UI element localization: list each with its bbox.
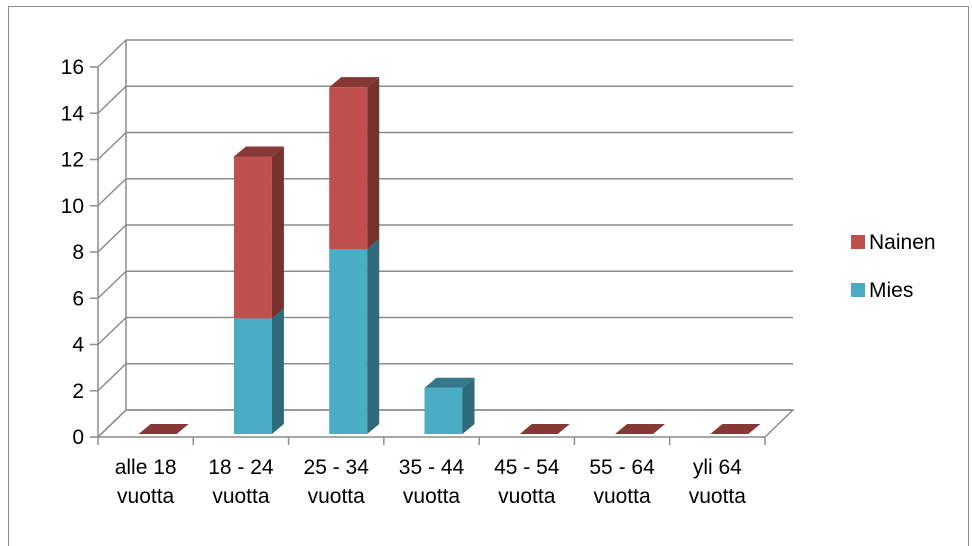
bar-nainen — [329, 87, 368, 249]
bar-top — [233, 146, 284, 157]
bar-side-nainen — [367, 77, 380, 249]
chart-frame — [8, 6, 969, 546]
x-category-label: vuotta — [498, 485, 556, 508]
bar-top — [138, 424, 189, 434]
y-tick-label: 14 — [61, 102, 85, 125]
legend-swatch-nainen — [851, 235, 865, 249]
x-category-label: vuotta — [117, 485, 175, 508]
side-gridline — [97, 178, 127, 207]
side-gridline — [97, 39, 127, 68]
x-category-label: 25 - 34 — [304, 456, 370, 479]
bar-mies — [329, 249, 368, 434]
bar-top — [519, 424, 570, 434]
bar-top — [615, 424, 666, 434]
bar-mies — [233, 318, 272, 434]
bar-side-nainen — [271, 146, 284, 319]
x-category-label: 55 - 64 — [589, 456, 655, 479]
x-category-label: vuotta — [212, 485, 270, 508]
y-tick-label: 16 — [61, 56, 84, 79]
y-tick-label: 0 — [72, 426, 84, 449]
y-tick-label: 10 — [61, 195, 84, 218]
bar-nainen — [233, 156, 272, 319]
bar-top — [424, 377, 475, 388]
y-tick-label: 2 — [72, 380, 84, 403]
side-gridline — [97, 131, 127, 161]
x-category-label: 18 - 24 — [208, 456, 274, 479]
y-tick-label: 12 — [61, 149, 84, 172]
side-gridline — [97, 363, 127, 392]
bar-top — [329, 77, 380, 88]
x-category-label: 35 - 44 — [399, 456, 465, 479]
legend-swatch-mies — [851, 283, 865, 297]
bar-top — [710, 424, 761, 434]
bar-side-mies — [367, 239, 380, 434]
side-gridline — [97, 85, 127, 114]
legend-label-mies: Mies — [869, 279, 913, 302]
y-tick-label: 8 — [72, 241, 84, 264]
x-category-label: vuotta — [689, 485, 747, 508]
side-gridline — [97, 270, 127, 299]
x-category-label: alle 18 — [115, 456, 177, 479]
bar-mies — [424, 387, 463, 434]
side-gridline — [97, 224, 127, 253]
bar-side-mies — [271, 308, 284, 434]
x-category-label: yli 64 — [693, 456, 742, 479]
x-category-label: 45 - 54 — [494, 456, 560, 479]
x-category-label: vuotta — [403, 485, 461, 508]
side-gridline — [97, 316, 127, 346]
y-tick-label: 4 — [72, 334, 84, 357]
stacked-bar-chart: 0 2 4 6 8 10 12 14 16 alle 18 vuotta 18 - 24 vuotta 2… — [61, 39, 936, 508]
legend-label-nainen: Nainen — [869, 231, 936, 254]
x-category-label: vuotta — [593, 485, 651, 508]
bar-side-mies — [462, 377, 475, 434]
y-tick-label: 6 — [72, 287, 84, 310]
x-category-label: vuotta — [308, 485, 366, 508]
